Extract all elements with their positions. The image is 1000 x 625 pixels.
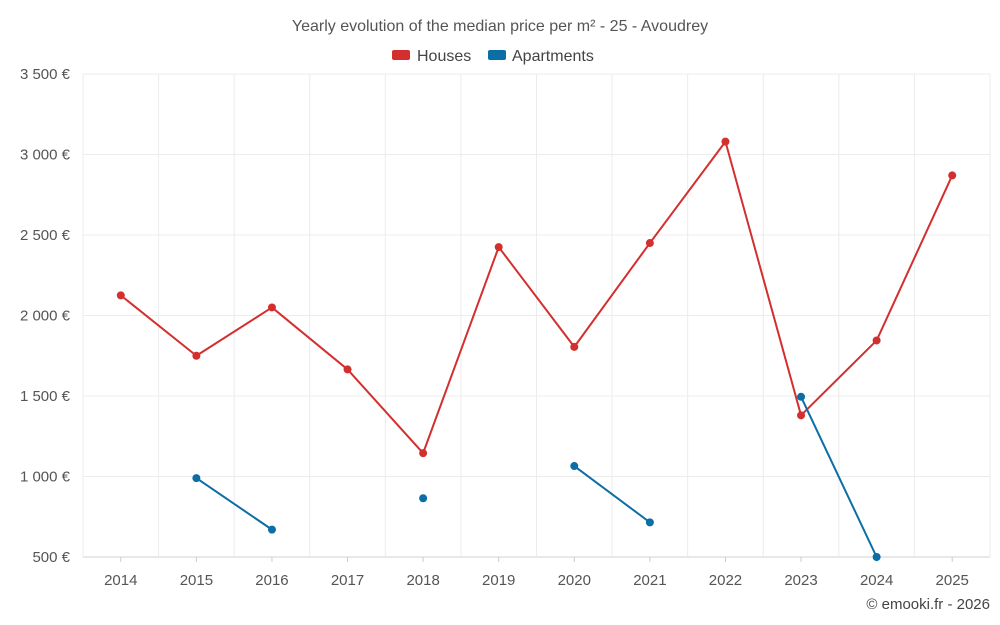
- series-houses: [116, 137, 957, 458]
- data-point[interactable]: [797, 411, 806, 420]
- series-line-segment: [422, 246, 500, 455]
- series-line-segment: [648, 140, 727, 245]
- series-line-segment: [195, 306, 273, 357]
- series-line-segment: [800, 395, 878, 558]
- data-point[interactable]: [645, 239, 654, 248]
- series-line-segment: [119, 294, 198, 357]
- data-point[interactable]: [721, 137, 730, 146]
- y-axis: 500 € 1 000 € 1 500 € 2 000 € 2 500 € 3 000 €…: [20, 66, 71, 566]
- gridlines: [82, 73, 991, 558]
- series-line-segment: [573, 465, 651, 524]
- data-point[interactable]: [948, 171, 957, 180]
- legend-item-apartments[interactable]: Apartments: [488, 48, 594, 65]
- data-point[interactable]: [570, 462, 579, 471]
- legend-label: Apartments: [512, 48, 594, 65]
- series-layer: [116, 137, 957, 561]
- y-tick-label: 2 500 €: [20, 227, 71, 244]
- series-line-segment: [875, 174, 954, 342]
- y-tick-label: 500 €: [32, 549, 70, 566]
- data-point[interactable]: [343, 365, 352, 374]
- data-point[interactable]: [570, 342, 579, 351]
- legend: Houses Apartments: [392, 48, 594, 65]
- data-point[interactable]: [192, 351, 201, 360]
- x-tick-label: 2014: [104, 572, 137, 589]
- data-point[interactable]: [494, 243, 503, 252]
- series-line-segment: [724, 140, 803, 417]
- x-tick-label: 2025: [936, 572, 969, 589]
- series-line-segment: [346, 368, 425, 455]
- series-line-segment: [195, 477, 273, 531]
- data-point[interactable]: [872, 336, 881, 345]
- series-line-segment: [573, 242, 651, 348]
- data-point[interactable]: [419, 449, 428, 458]
- x-axis: 2014 2015 2016 2017 2018 2019 2020 2021 2022 2023…: [104, 557, 969, 589]
- x-tick-label: 2020: [558, 572, 591, 589]
- data-point[interactable]: [419, 494, 428, 503]
- data-point[interactable]: [797, 392, 806, 401]
- legend-label: Houses: [417, 48, 471, 65]
- data-point[interactable]: [872, 553, 881, 561]
- data-point[interactable]: [267, 303, 276, 312]
- x-tick-label: 2021: [633, 572, 666, 589]
- credit-text: © emooki.fr - 2026: [866, 596, 990, 613]
- y-tick-label: 3 500 €: [20, 66, 71, 83]
- legend-swatch: [392, 50, 410, 60]
- data-point[interactable]: [192, 474, 201, 483]
- x-tick-label: 2022: [709, 572, 742, 589]
- legend-swatch: [488, 50, 506, 60]
- x-tick-label: 2023: [784, 572, 817, 589]
- x-tick-label: 2024: [860, 572, 893, 589]
- data-point[interactable]: [267, 525, 276, 534]
- legend-item-houses[interactable]: Houses: [392, 48, 471, 65]
- y-tick-label: 2 000 €: [20, 308, 71, 325]
- x-tick-label: 2019: [482, 572, 515, 589]
- series-line-segment: [270, 306, 349, 371]
- y-tick-label: 1 500 €: [20, 388, 71, 405]
- chart-title: Yearly evolution of the median price per…: [292, 18, 708, 35]
- x-tick-label: 2017: [331, 572, 364, 589]
- series-apartments: [192, 392, 881, 561]
- data-point[interactable]: [116, 291, 125, 300]
- series-line-segment: [497, 246, 576, 348]
- x-tick-label: 2015: [180, 572, 213, 589]
- x-tick-label: 2018: [406, 572, 439, 589]
- x-tick-label: 2016: [255, 572, 288, 589]
- y-tick-label: 1 000 €: [20, 469, 71, 486]
- y-tick-label: 3 000 €: [20, 147, 71, 164]
- series-line-segment: [800, 339, 878, 417]
- data-point[interactable]: [645, 518, 654, 527]
